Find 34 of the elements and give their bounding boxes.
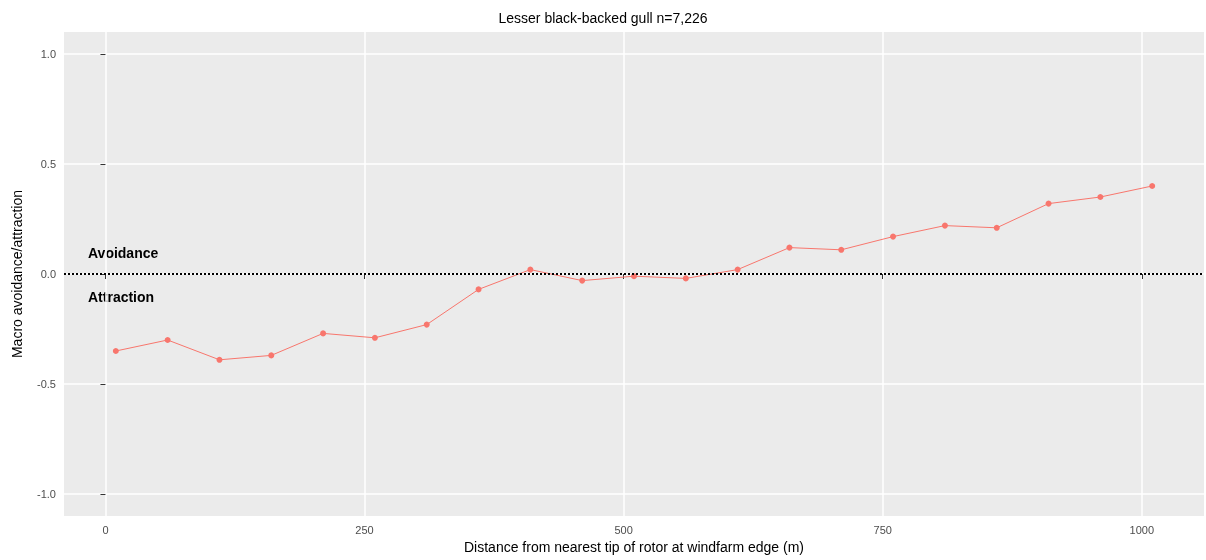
chart-title: Lesser black-backed gull n=7,226 [498, 10, 708, 26]
point [371, 334, 378, 341]
point [890, 233, 897, 240]
y-tick-label: -0.5 [37, 378, 56, 390]
point [579, 277, 586, 284]
x-tick-label: 750 [873, 523, 892, 536]
x-tick-label: 250 [355, 523, 374, 536]
point [112, 348, 119, 354]
point [838, 246, 845, 253]
point [941, 222, 948, 229]
point [423, 321, 430, 328]
point [216, 356, 223, 363]
point [1097, 194, 1104, 200]
y-tick-label: 1.0 [40, 48, 56, 60]
point [320, 330, 327, 337]
point [734, 266, 741, 273]
point [268, 352, 275, 359]
point [993, 224, 1000, 231]
y-axis-title: Macro avoidance/attraction [9, 189, 25, 359]
point [786, 244, 793, 251]
point [1149, 183, 1156, 189]
point [164, 337, 171, 343]
x-axis-title: Distance from nearest tip of rotor at windfarm edge (m) [463, 539, 805, 555]
annotation: Avoidance [88, 245, 159, 261]
x-tick-label: 1000 [1129, 523, 1155, 536]
annotation: Attraction [88, 289, 155, 305]
y-tick-label: -1.0 [37, 488, 56, 500]
point [527, 266, 534, 273]
x-tick-label: 0 [102, 523, 109, 536]
x-tick-label: 500 [614, 523, 633, 536]
point [475, 286, 482, 293]
y-tick-label: 0.5 [40, 158, 56, 170]
y-tick-label: 0.0 [40, 268, 56, 280]
point [682, 275, 689, 282]
